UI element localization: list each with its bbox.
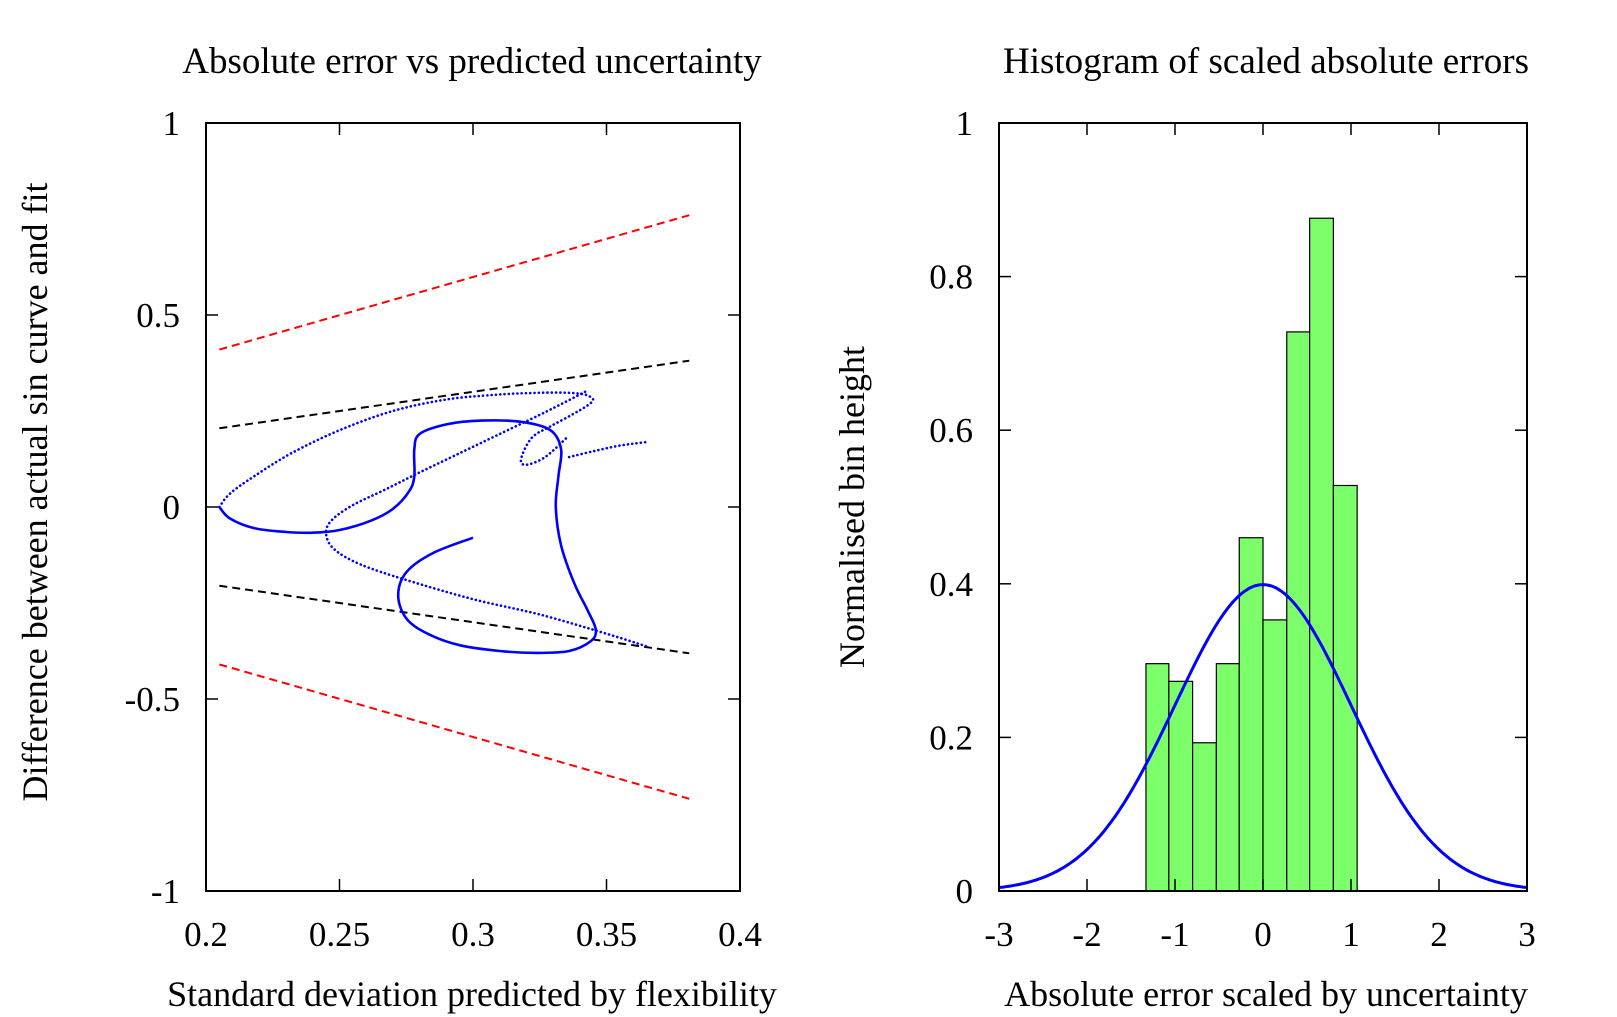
left-x-tick-label: 0.2: [184, 915, 228, 954]
right-x-tick-label: -3: [984, 915, 1013, 954]
histogram-bar: [1238, 537, 1264, 892]
left-chart-title: Absolute error vs predicted uncertainty: [182, 41, 762, 82]
right-y-tick-label: 0.2: [929, 718, 973, 757]
left-reference-line: [219, 663, 690, 800]
left-series-0: [218, 419, 598, 655]
right-x-tick-label: -2: [1072, 915, 1101, 954]
left-y-tick-label: 1: [163, 104, 181, 143]
left-x-tick-label: 0.3: [451, 915, 495, 954]
right-x-tick-label: 1: [1342, 915, 1360, 954]
right-x-tick-label: 2: [1430, 915, 1448, 954]
histogram-bar: [1286, 331, 1311, 892]
right-x-axis-label: Absolute error scaled by uncertainty: [1004, 974, 1528, 1014]
left-x-axis-label: Standard deviation predicted by flexibil…: [167, 974, 777, 1014]
histogram-bar: [1191, 742, 1217, 892]
left-series-1: [218, 391, 595, 509]
right-y-tick-label: 0.6: [929, 411, 973, 450]
histogram-bar: [1332, 484, 1358, 892]
left-series-2: [324, 390, 651, 649]
right-panel: Histogram of scaled absolute errors Abso…: [832, 41, 1536, 1014]
left-panel: Absolute error vs predicted uncertainty …: [15, 41, 777, 1014]
right-x-tick-label: 3: [1518, 915, 1536, 954]
left-x-tick-label: 0.4: [718, 915, 762, 954]
histogram-bar: [1262, 619, 1288, 892]
right-x-tick-label: -1: [1160, 915, 1189, 954]
right-y-tick-label: 0.8: [929, 258, 973, 297]
left-y-tick-label: -0.5: [125, 680, 180, 719]
left-y-axis-label: Difference between actual sin curve and …: [15, 182, 55, 801]
left-y-tick-label: 0: [163, 488, 181, 527]
right-x-tick-label: 0: [1254, 915, 1272, 954]
histogram-bar: [1309, 217, 1335, 892]
left-plot-frame: [205, 122, 741, 892]
right-y-tick-label: 0.4: [929, 565, 973, 604]
histogram-bar: [1145, 663, 1170, 892]
right-y-axis-label: Normalised bin height: [832, 346, 872, 668]
left-y-tick-label: 0.5: [136, 296, 180, 335]
left-reference-line: [219, 214, 690, 351]
right-y-tick-label: 1: [956, 104, 974, 143]
left-x-tick-label: 0.35: [576, 915, 637, 954]
right-chart-title: Histogram of scaled absolute errors: [1003, 41, 1529, 82]
normal-curve: [998, 583, 1528, 890]
left-y-tick-label: -1: [151, 872, 180, 911]
histogram-bar: [1215, 663, 1240, 892]
left-reference-line: [219, 584, 690, 655]
right-plot-frame: [998, 122, 1528, 892]
left-x-tick-label: 0.25: [309, 915, 370, 954]
right-y-tick-label: 0: [956, 872, 974, 911]
left-series-3: [567, 440, 651, 459]
left-reference-line: [219, 359, 690, 430]
